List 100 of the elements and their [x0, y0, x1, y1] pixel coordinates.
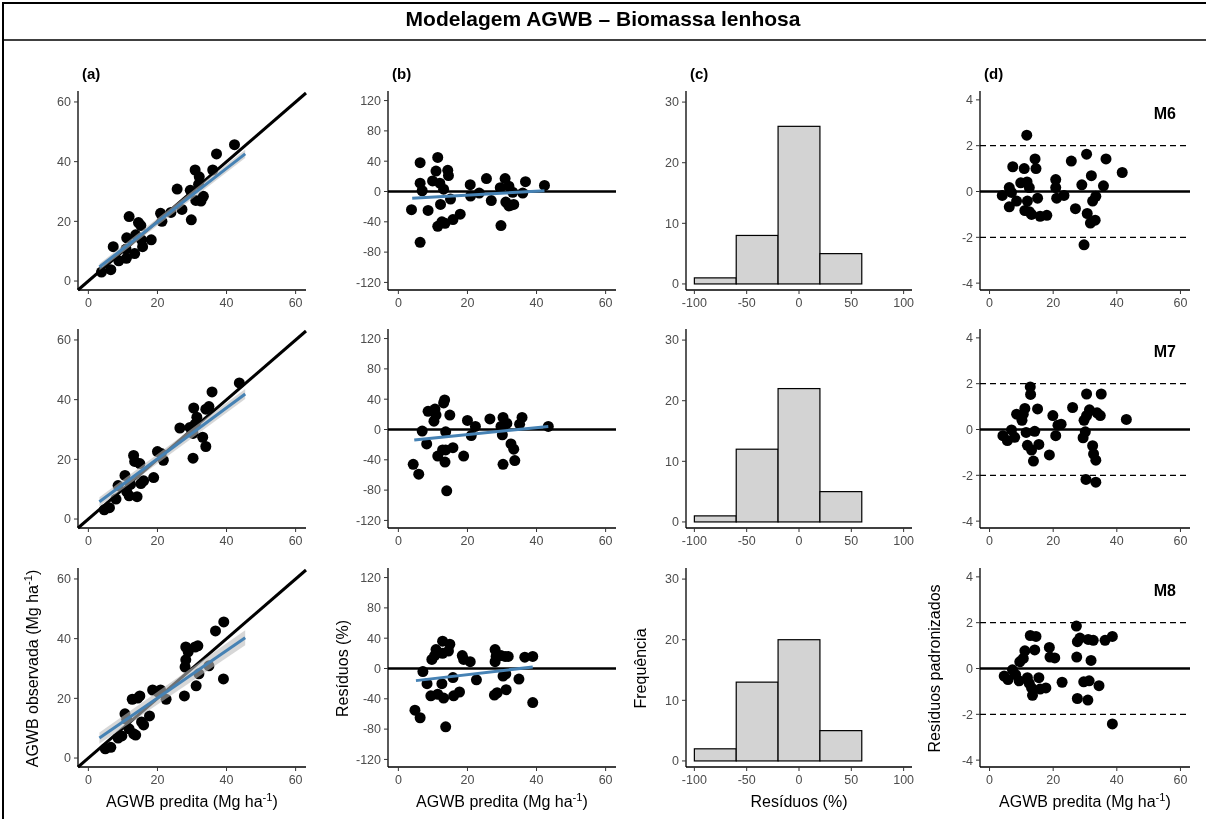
x-tick-label: 0	[795, 773, 803, 787]
x-axis-title: Resíduos (%)	[750, 793, 848, 810]
x-tick-label: 20	[150, 773, 165, 787]
x-tick-label: -100	[681, 296, 707, 310]
y-tick-label: 120	[360, 93, 382, 108]
y-tick-label: 40	[367, 631, 382, 646]
x-tick-label: 0	[795, 296, 803, 310]
y-tick-label: 0	[966, 661, 974, 676]
y-tick-label: 0	[64, 274, 72, 289]
y-tick-label: 0	[672, 754, 680, 769]
y-tick-label: 80	[367, 362, 382, 377]
y-tick-label: 2	[966, 377, 974, 392]
y-tick-label: -120	[355, 275, 382, 290]
y-tick-label: -40	[362, 453, 382, 468]
x-axis-title: AGWB predita (Mg ha$^{-1}$)	[416, 791, 588, 810]
x-tick-label: 60	[288, 534, 303, 548]
x-tick-label: 0	[394, 773, 402, 787]
x-tick-label: 60	[598, 773, 613, 787]
x-tick-label: 20	[1046, 773, 1061, 787]
x-tick-label: -100	[681, 534, 707, 548]
x-tick-label: 40	[1109, 773, 1124, 787]
x-tick-label: 40	[529, 296, 544, 310]
y-tick-label: 0	[64, 751, 72, 766]
x-tick-label: 60	[288, 296, 303, 310]
x-tick-label: 0	[84, 773, 92, 787]
y-tick-label: 30	[665, 95, 680, 110]
x-tick-label: 0	[84, 534, 92, 548]
x-tick-label: 20	[150, 534, 165, 548]
x-tick-label: 0	[394, 296, 402, 310]
y-tick-label: -2	[961, 707, 974, 722]
y-tick-label: 20	[665, 633, 680, 648]
x-tick-label: 0	[986, 296, 994, 310]
y-tick-label: -2	[961, 468, 974, 483]
x-tick-label: 20	[460, 534, 475, 548]
x-tick-label: 40	[219, 773, 234, 787]
y-tick-label: 0	[374, 184, 382, 199]
y-tick-label: 0	[672, 515, 680, 530]
y-tick-label: 20	[665, 394, 680, 409]
x-tick-label: 40	[529, 773, 544, 787]
x-tick-label: 100	[893, 296, 915, 310]
y-tick-label: 10	[665, 216, 680, 231]
chart-subtitle: (a)	[82, 65, 101, 82]
y-axis-title: Frequência	[632, 628, 649, 709]
y-tick-label: 4	[966, 570, 974, 585]
annotation: M6	[1153, 105, 1177, 122]
y-tick-label: -80	[362, 722, 382, 737]
x-tick-label: 100	[893, 534, 915, 548]
x-tick-label: 60	[598, 296, 613, 310]
x-tick-label: -100	[681, 773, 707, 787]
x-tick-label: 40	[1109, 534, 1124, 548]
x-tick-label: 20	[1046, 534, 1061, 548]
x-tick-label: 20	[1046, 296, 1061, 310]
x-axis-title: AGWB predita (Mg ha$^{-1}$)	[999, 791, 1171, 810]
x-tick-label: -50	[737, 534, 756, 548]
x-tick-label: 60	[1173, 296, 1188, 310]
x-tick-label: -50	[737, 296, 756, 310]
x-tick-label: 100	[893, 773, 915, 787]
x-tick-label: 0	[986, 773, 994, 787]
y-tick-label: 40	[367, 392, 382, 407]
x-tick-label: 50	[844, 296, 859, 310]
x-tick-label: 60	[1173, 534, 1188, 548]
y-tick-label: 20	[665, 156, 680, 171]
x-tick-label: 60	[288, 773, 303, 787]
y-tick-label: 0	[374, 661, 382, 676]
y-tick-label: 60	[57, 572, 72, 587]
x-axis-title: AGWB predita (Mg ha$^{-1}$)	[106, 791, 278, 810]
y-tick-label: 10	[665, 454, 680, 469]
y-tick-label: 0	[64, 512, 72, 527]
y-tick-label: -4	[961, 753, 974, 768]
y-tick-label: 120	[360, 570, 382, 585]
x-tick-label: 60	[598, 534, 613, 548]
x-tick-label: 20	[150, 296, 165, 310]
y-tick-label: -120	[355, 513, 382, 528]
y-tick-label: 60	[57, 333, 72, 348]
text: Modelagem AGWB – Biomassa lenhosa	[405, 7, 801, 30]
y-tick-label: 80	[367, 124, 382, 139]
y-tick-label: -4	[961, 514, 974, 529]
y-tick-label: 2	[966, 616, 974, 631]
y-tick-label: 40	[57, 155, 72, 170]
x-tick-label: -50	[737, 773, 756, 787]
y-tick-label: 60	[57, 95, 72, 110]
x-tick-label: 40	[1109, 296, 1124, 310]
y-tick-label: -40	[362, 692, 382, 707]
y-tick-label: -80	[362, 483, 382, 498]
x-tick-label: 0	[394, 534, 402, 548]
y-tick-label: 0	[966, 184, 974, 199]
y-tick-label: 40	[57, 632, 72, 647]
x-tick-label: 60	[1173, 773, 1188, 787]
annotation: M7	[1153, 343, 1177, 360]
y-tick-label: 40	[367, 154, 382, 169]
chart-subtitle: (b)	[392, 65, 412, 82]
y-tick-label: 0	[672, 277, 680, 292]
x-tick-label: 50	[844, 534, 859, 548]
chart-subtitle: (d)	[984, 65, 1004, 82]
x-tick-label: 20	[460, 296, 475, 310]
x-tick-label: 0	[986, 534, 994, 548]
y-tick-label: 30	[665, 333, 680, 348]
x-tick-label: 40	[529, 534, 544, 548]
y-tick-label: 20	[57, 452, 72, 467]
y-axis-title: Resíduos (%)	[334, 620, 351, 717]
